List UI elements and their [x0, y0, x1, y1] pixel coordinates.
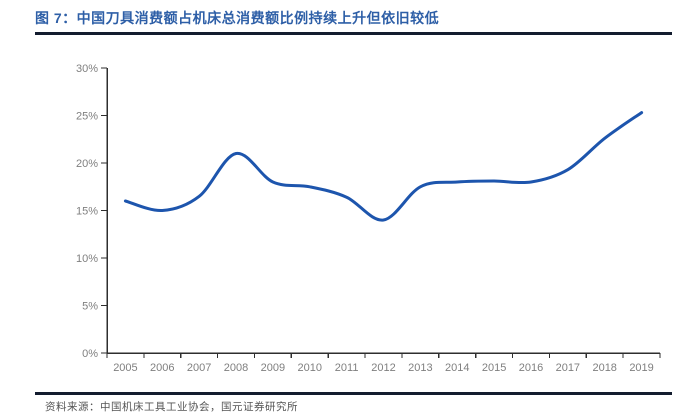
x-tick-label: 2009 — [261, 362, 285, 374]
title-divider — [35, 32, 672, 35]
y-tick-label: 25% — [76, 111, 98, 123]
y-tick-label: 10% — [76, 253, 98, 265]
x-tick-label: 2010 — [298, 362, 322, 374]
x-tick-label: 2008 — [224, 362, 248, 374]
x-tick-label: 2005 — [113, 362, 137, 374]
x-tick-label: 2014 — [445, 362, 469, 374]
x-tick-label: 2011 — [335, 362, 359, 374]
x-tick-label: 2007 — [187, 362, 211, 374]
trend-line — [123, 111, 644, 222]
x-tick-label: 2015 — [482, 362, 506, 374]
y-tick-label: 0% — [82, 348, 98, 360]
x-tick-label: 2006 — [150, 362, 174, 374]
y-tick-label: 20% — [76, 158, 98, 170]
x-tick-label: 2016 — [519, 362, 543, 374]
x-tick-label: 2012 — [371, 362, 395, 374]
x-tick-label: 2017 — [556, 362, 580, 374]
y-tick-label: 15% — [76, 206, 98, 218]
x-tick-label: 2013 — [408, 362, 432, 374]
x-tick-label: 2018 — [592, 362, 616, 374]
y-tick-label: 30% — [76, 63, 98, 75]
y-tick-label: 5% — [82, 301, 98, 313]
source-note: 资料来源：中国机床工具工业协会，国元证券研究所 — [45, 402, 298, 413]
footer-divider — [35, 392, 672, 395]
figure-title: 图 7：中国刀具消费额占机床总消费额比例持续上升但依旧较低 — [35, 10, 440, 26]
x-tick-label: 2019 — [629, 362, 653, 374]
